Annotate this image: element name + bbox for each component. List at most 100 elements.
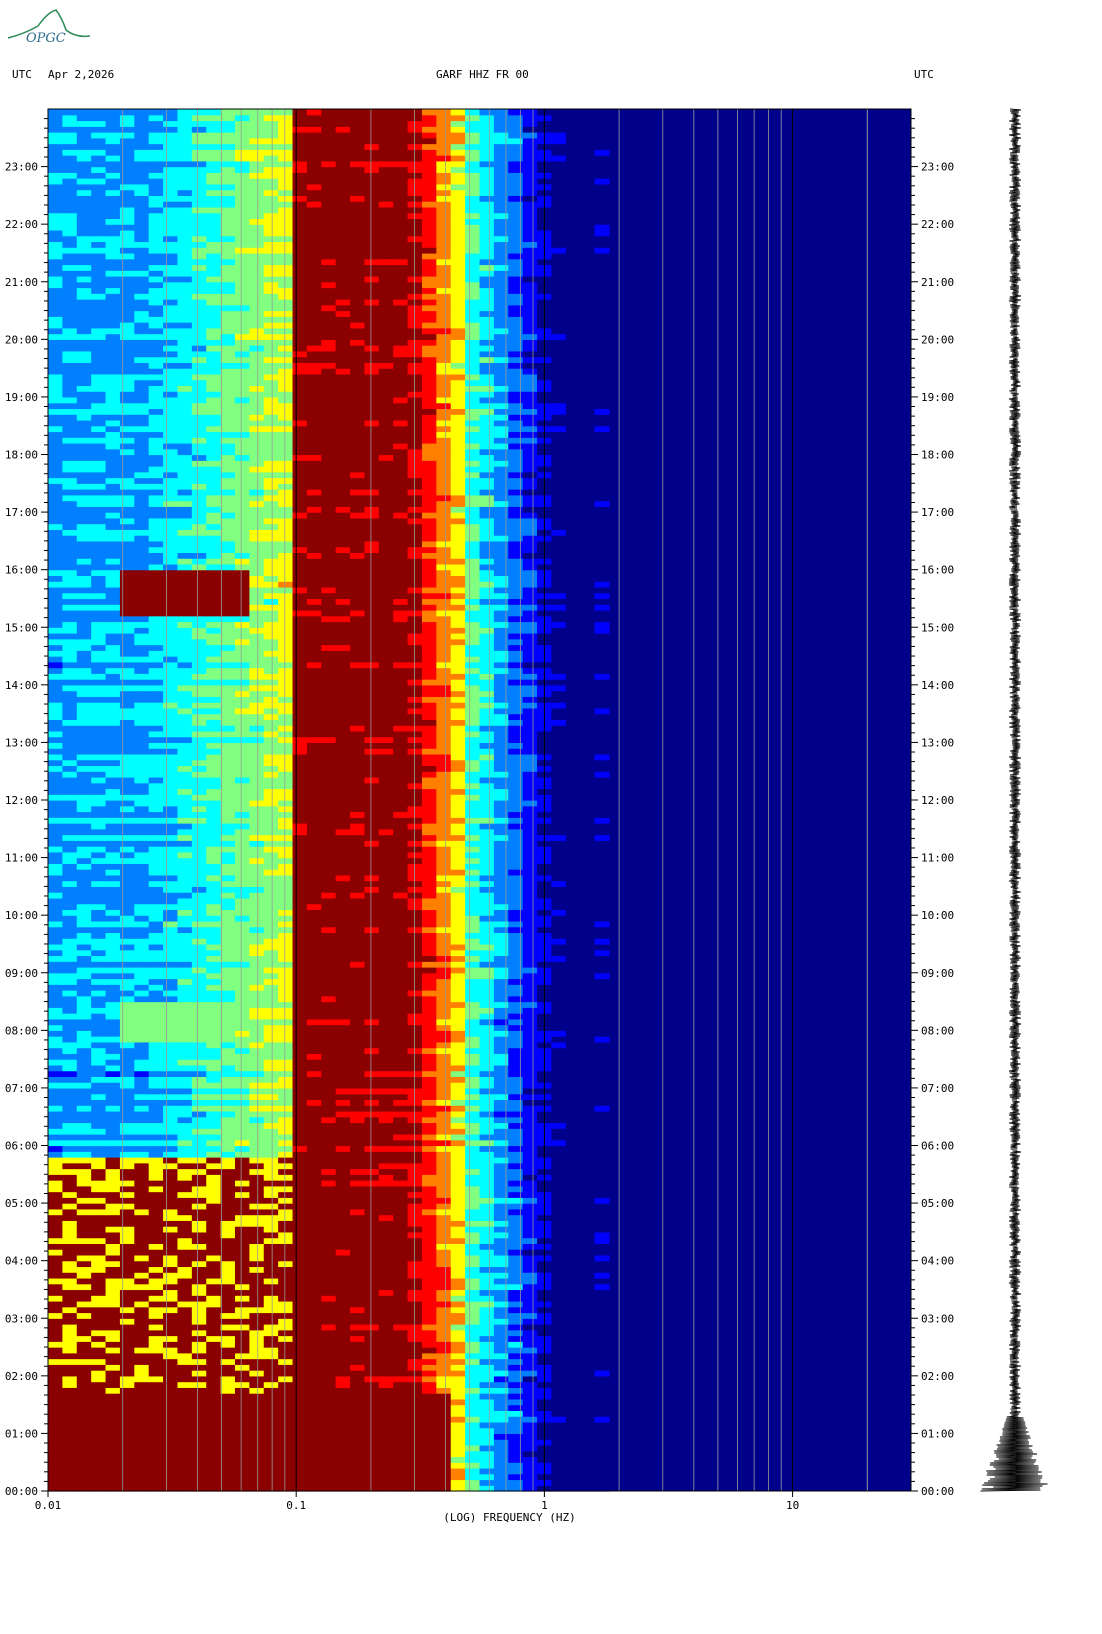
spectrogram-cell: [436, 1226, 452, 1233]
spectrogram-cell: [594, 1145, 610, 1152]
spectrogram-cell: [335, 1041, 351, 1049]
spectrogram-cell: [263, 903, 279, 911]
spectrogram-cell: [493, 771, 509, 778]
spectrogram-cell: [465, 1272, 481, 1279]
spectrogram-cell: [263, 1427, 279, 1435]
spectrogram-cell: [278, 1283, 294, 1291]
spectrogram-cell: [364, 1324, 380, 1331]
spectrogram-cell: [407, 794, 423, 801]
spectrogram-cell: [378, 1168, 394, 1175]
spectrogram-cell: [48, 863, 63, 870]
spectrogram-cell: [479, 1087, 495, 1095]
spectrogram-cell: [421, 1047, 437, 1054]
spectrogram-cell: [551, 1168, 567, 1175]
spectrogram-cell: [206, 984, 222, 991]
spectrogram-cell: [292, 782, 308, 790]
spectrogram-cell: [220, 1139, 236, 1147]
spectrogram-cell: [177, 903, 193, 911]
spectrogram-cell: [421, 1324, 437, 1331]
spectrogram-cell: [551, 1283, 567, 1291]
spectrogram-cell: [551, 759, 567, 767]
spectrogram-cell: [249, 1329, 265, 1337]
spectrogram-cell: [565, 1116, 581, 1124]
spectrogram-cell: [249, 1456, 265, 1463]
spectrogram-cell: [393, 1122, 409, 1129]
spectrogram-cell: [148, 1485, 164, 1492]
spectrogram-cell: [594, 1053, 610, 1060]
spectrogram-cell: [450, 1041, 466, 1049]
spectrogram-cell: [565, 1070, 581, 1077]
spectrogram-cell: [76, 1364, 92, 1371]
spectrogram-cell: [407, 1168, 423, 1175]
spectrogram-cell: [364, 926, 380, 934]
spectrogram-cell: [364, 1479, 380, 1486]
spectrogram-cell: [177, 1082, 193, 1089]
spectrogram-cell: [105, 1208, 121, 1216]
spectrogram-cell: [76, 1277, 92, 1285]
spectrogram-cell: [522, 1283, 538, 1291]
spectrogram-cell: [479, 759, 495, 767]
spectrogram-cell: [306, 892, 322, 899]
spectrogram-cell: [393, 1116, 409, 1124]
spectrogram-cell: [321, 874, 337, 882]
spectrogram-cell: [465, 823, 481, 830]
spectrogram-cell: [91, 1444, 107, 1452]
spectrogram-cell: [134, 932, 150, 939]
spectrogram-cell: [148, 1387, 164, 1394]
spectrogram-cell: [364, 1099, 380, 1106]
spectrogram-cell: [278, 1087, 294, 1095]
spectrogram-cell: [594, 1329, 610, 1337]
spectrogram-cell: [364, 1393, 380, 1400]
spectrogram-cell: [48, 1151, 63, 1158]
spectrogram-cell: [522, 1329, 538, 1337]
spectrogram-cell: [62, 1375, 78, 1383]
spectrogram-cell: [62, 834, 78, 841]
spectrogram-cell: [191, 1013, 207, 1020]
spectrogram-cell: [119, 1128, 135, 1135]
spectrogram-cell: [479, 886, 495, 893]
spectrogram-cell: [220, 949, 236, 957]
spectrogram-cell: [134, 1018, 150, 1026]
spectrogram-cell: [278, 1306, 294, 1314]
spectrogram-cell: [76, 1191, 92, 1198]
spectrogram-cell: [263, 1404, 279, 1411]
spectrogram-cell: [465, 1093, 481, 1101]
spectrogram-cell: [62, 800, 78, 807]
spectrogram-cell: [191, 1375, 207, 1383]
spectrogram-cell: [421, 823, 437, 830]
spectrogram-cell: [105, 1093, 121, 1101]
spectrogram-cell: [306, 1295, 322, 1302]
spectrogram-cell: [421, 857, 437, 864]
spectrogram-cell: [393, 1105, 409, 1112]
spectrogram-cell: [421, 1266, 437, 1273]
spectrogram-cell: [522, 759, 538, 767]
spectrogram-cell: [565, 1237, 581, 1244]
spectrogram-cell: [594, 753, 610, 761]
spectrogram-cell: [565, 972, 581, 980]
spectrogram-cell: [364, 1013, 380, 1020]
spectrogram-cell: [76, 834, 92, 841]
spectrogram-cell: [594, 782, 610, 790]
spectrogram-cell: [594, 1208, 610, 1216]
spectrogram-cell: [551, 1364, 567, 1371]
spectrogram-cell: [493, 1479, 509, 1486]
spectrogram-cell: [436, 1237, 452, 1244]
spectrogram-cell: [335, 1007, 351, 1014]
spectrogram-cell: [364, 794, 380, 801]
spectrogram-cell: [292, 1433, 308, 1440]
spectrogram-cell: [479, 1335, 495, 1342]
spectrogram-cell: [177, 1387, 193, 1394]
spectrogram-cell: [206, 972, 222, 980]
spectrogram-cell: [119, 776, 135, 784]
spectrogram-cell: [148, 834, 164, 841]
spectrogram-cell: [378, 1324, 394, 1331]
spectrogram-cell: [191, 1105, 207, 1112]
spectrogram-cell: [565, 886, 581, 893]
spectrogram-cell: [393, 949, 409, 957]
spectrogram-cell: [508, 961, 524, 968]
spectrogram-cell: [551, 1375, 567, 1383]
spectrogram-cell: [407, 1289, 423, 1296]
spectrogram-cell: [220, 1479, 236, 1486]
spectrogram-cell: [62, 828, 78, 836]
spectrogram-cell: [407, 932, 423, 939]
